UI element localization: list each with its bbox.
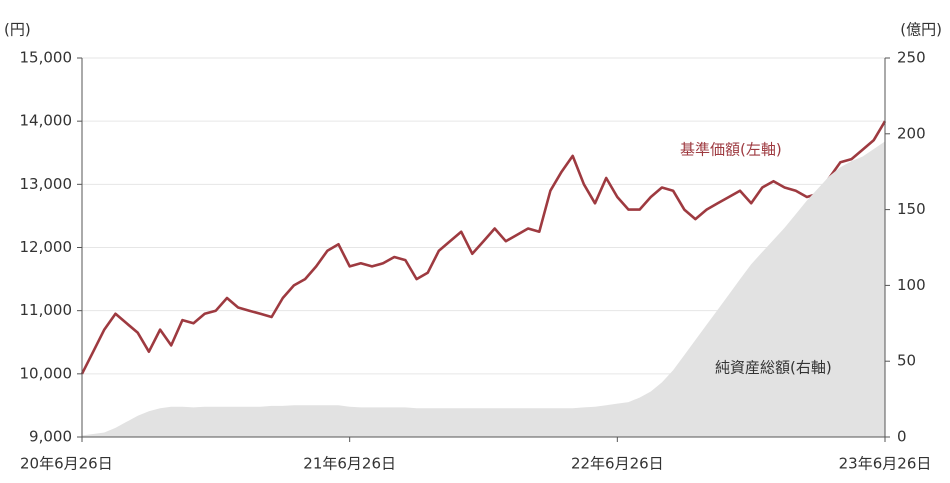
y-tick-label: 12,000	[20, 238, 73, 256]
y2-tick-label: 150	[897, 200, 926, 218]
y-tick-label: 10,000	[20, 364, 73, 382]
x-tick-label: 22年6月26日	[571, 455, 664, 473]
y2-tick-label: 250	[897, 49, 926, 67]
y2-tick-label: 50	[897, 352, 916, 370]
x-tick-label: 21年6月26日	[303, 455, 396, 473]
x-tick-label: 23年6月26日	[839, 455, 932, 473]
y2-unit: (億円)	[900, 21, 942, 39]
y-tick-label: 14,000	[20, 112, 73, 130]
series-label: 基準価額(左軸)	[680, 141, 782, 159]
y2-tick-label: 100	[897, 276, 926, 294]
y-tick-label: 11,000	[20, 301, 73, 319]
series-label: 純資産総額(右軸)	[715, 359, 832, 377]
y-tick-label: 9,000	[29, 428, 72, 446]
x-tick-label: 20年6月26日	[20, 455, 113, 473]
y-unit: (円)	[4, 21, 31, 39]
y-tick-label: 13,000	[20, 175, 73, 193]
y-tick-label: 15,000	[20, 49, 73, 67]
line	[80, 120, 887, 375]
y2-tick-label: 0	[897, 428, 907, 446]
y2-tick-label: 200	[897, 124, 926, 142]
area	[82, 141, 885, 437]
